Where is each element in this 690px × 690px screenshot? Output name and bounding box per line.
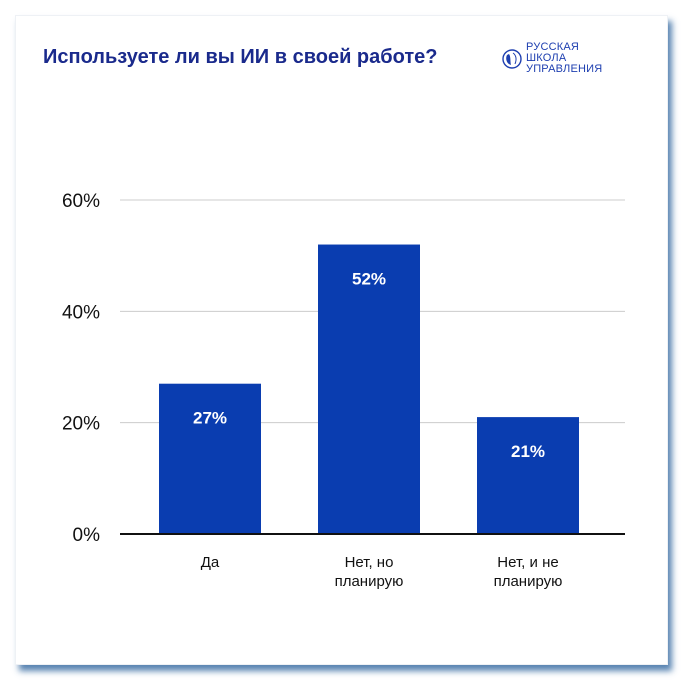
data-label: 52% [352, 270, 386, 289]
y-tick-label: 60% [62, 191, 100, 212]
x-tick-label: Нет, и не [497, 554, 558, 571]
y-tick-label: 40% [62, 302, 100, 323]
bar [159, 383, 261, 534]
x-tick-label: планирую [494, 573, 563, 590]
x-tick-label: Да [201, 554, 220, 571]
x-tick-label: планирую [335, 573, 404, 590]
data-label: 21% [511, 442, 545, 461]
y-tick-label: 0% [73, 525, 101, 546]
x-tick-label: Нет, но [345, 554, 394, 571]
bar [477, 417, 579, 534]
logo: РУССКАЯ ШКОЛА УПРАВЛЕНИЯ [502, 42, 602, 75]
logo-line: ШКОЛА [526, 52, 567, 64]
y-tick-label: 20% [62, 414, 100, 435]
chart-title: Используете ли вы ИИ в своей работе? [43, 46, 438, 68]
logo-line: УПРАВЛЕНИЯ [526, 63, 603, 75]
bar [318, 244, 420, 535]
logo-line: РУССКАЯ [526, 41, 580, 53]
data-label: 27% [193, 409, 227, 428]
logo-globe-icon [502, 48, 522, 69]
